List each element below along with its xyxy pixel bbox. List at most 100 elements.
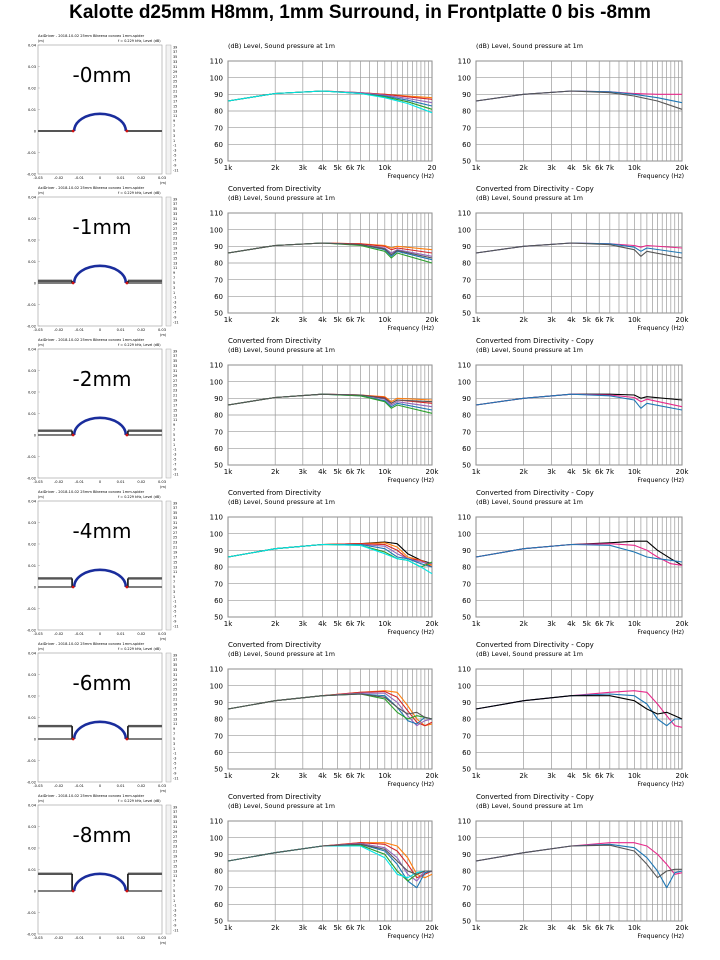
y-tick-label: 70 — [462, 428, 471, 436]
baffle-right — [127, 724, 162, 728]
y-tick-label: 70 — [214, 884, 223, 892]
sim-scale-tick: 27 — [173, 75, 177, 79]
x-tick-label: 3k — [547, 316, 556, 324]
baffle-right — [127, 279, 162, 283]
sim-x-tick: -0.02 — [54, 328, 63, 332]
sim-y-tick: -0.01 — [27, 455, 36, 459]
sim-y-tick: -0.01 — [27, 759, 36, 763]
y-tick-label: 90 — [462, 547, 471, 555]
sim-y-tick: -0.01 — [27, 911, 36, 915]
x-tick-label: 7k — [356, 316, 365, 324]
sim-x-unit: (m) — [160, 941, 167, 945]
sim-scale-tick: 29 — [173, 526, 177, 530]
x-tick-label: 4k — [318, 316, 327, 324]
sim-scale-tick: 17 — [173, 251, 177, 255]
y-tick-label: 50 — [462, 614, 471, 622]
chart-title: Converted from Directivity — [228, 793, 321, 801]
sim-y-tick: 0.04 — [28, 196, 37, 200]
sim-plot-frame — [37, 348, 163, 479]
sim-scale-tick: 19 — [173, 551, 177, 555]
sim-scale-bar — [165, 44, 172, 175]
series-line — [227, 843, 432, 875]
sim-scale-tick: 23 — [173, 237, 177, 241]
sim-scale-tick: 19 — [173, 399, 177, 403]
x-tick-label: 6k — [346, 924, 355, 932]
sim-subheader: f = 0.229 kHz, Level (dB) — [118, 191, 161, 195]
surround-left — [71, 129, 75, 133]
sim-scale-tick: 5 — [173, 737, 175, 741]
x-tick-label: 3k — [547, 620, 556, 628]
response-chart: Converted from Directivity(dB) Level, So… — [210, 793, 440, 940]
x-tick-label: 1k — [224, 924, 233, 932]
y-tick-label: 110 — [210, 514, 223, 522]
sim-subheader: f = 0.229 kHz, Level (dB) — [118, 647, 161, 651]
x-tick-label: 5k — [582, 924, 591, 932]
response-chart: (dB) Level, Sound pressure at 1m 50 60 70 80… — [210, 42, 437, 180]
sim-scale-tick: 1 — [173, 595, 175, 599]
series-line — [227, 693, 433, 720]
x-tick-label: 3k — [299, 620, 308, 628]
x-tick-label: 5k — [333, 164, 342, 172]
sim-scale-tick: 39 — [173, 349, 177, 353]
surround-left — [71, 889, 75, 893]
sim-scale-tick: -3 — [173, 605, 176, 609]
y-tick-label: 110 — [210, 210, 223, 218]
x-tick-label: 20k — [426, 468, 440, 476]
x-tick-label: 3k — [299, 468, 308, 476]
sim-scale-tick: 23 — [173, 845, 177, 849]
sim-scale-tick: -9 — [173, 163, 176, 167]
baffle-left — [38, 724, 73, 728]
sim-scale-tick: -11 — [173, 928, 179, 932]
y-tick-label: 70 — [462, 276, 471, 284]
sim-y-tick: 0.02 — [28, 695, 36, 699]
sim-x-tick: 0.02 — [137, 632, 145, 636]
sim-scale-tick: 25 — [173, 384, 177, 388]
x-tick-label: 6k — [346, 468, 355, 476]
sim-scale-tick: 31 — [173, 825, 177, 829]
sim-scale-tick: -5 — [173, 458, 176, 462]
sim-y-tick: 0 — [34, 130, 37, 134]
sim-panel: AxiDriver - 2018-10-02 25mm Bikeena conv… — [27, 338, 179, 489]
sim-scale-tick: 1 — [173, 443, 175, 447]
sim-scale-tick: -11 — [173, 776, 179, 780]
surround-right — [125, 585, 129, 589]
chart-subtitle: (dB) Level, Sound pressure at 1m — [228, 498, 335, 506]
x-tick-label: 7k — [356, 468, 365, 476]
sim-scale-tick: 9 — [173, 879, 175, 883]
sim-y-tick: 0 — [34, 282, 37, 286]
y-tick-label: 50 — [462, 766, 471, 774]
sim-scale-tick: 1 — [173, 899, 175, 903]
sim-scale-tick: 19 — [173, 855, 177, 859]
sim-scale-tick: 7 — [173, 884, 175, 888]
sim-scale-bar — [165, 652, 172, 783]
sim-scale-tick: 9 — [173, 271, 175, 275]
x-tick-label: 2k — [271, 164, 280, 172]
sim-plot-frame — [37, 44, 163, 175]
sim-scale-tick: 3 — [173, 894, 175, 898]
sim-scale-tick: 21 — [173, 698, 177, 702]
sim-scale-tick: -9 — [173, 619, 176, 623]
x-tick-label: 5k — [582, 620, 591, 628]
x-tick-label: 10k — [628, 164, 642, 172]
sim-header: AxiDriver - 2018-10-02 25mm Bikeena conv… — [38, 34, 145, 38]
sim-y-tick: -0.01 — [27, 607, 36, 611]
x-tick-label: 4k — [318, 164, 327, 172]
y-tick-label: 60 — [214, 597, 223, 605]
x-tick-label: 20k — [676, 316, 690, 324]
chart-title: Converted from Directivity - Copy — [476, 489, 594, 497]
x-axis-label: Frequency (Hz) — [387, 173, 434, 180]
sim-x-unit: (m) — [160, 333, 167, 337]
sim-x-tick: 0.03 — [158, 632, 166, 636]
sim-scale-tick: 19 — [173, 95, 177, 99]
sim-scale-tick: 21 — [173, 394, 177, 398]
sim-scale-tick: 33 — [173, 364, 177, 368]
x-tick-label: 5k — [333, 772, 342, 780]
x-tick-label: 10k — [378, 316, 392, 324]
sim-scale-tick: 17 — [173, 555, 177, 559]
sim-scale-tick: 29 — [173, 70, 177, 74]
x-tick-label: 4k — [318, 772, 327, 780]
sim-y-tick: 0.04 — [28, 348, 37, 352]
sim-scale-tick: -1 — [173, 600, 176, 604]
chart-subtitle: (dB) Level, Sound pressure at 1m — [476, 802, 583, 810]
depth-label: -2mm — [73, 367, 132, 391]
